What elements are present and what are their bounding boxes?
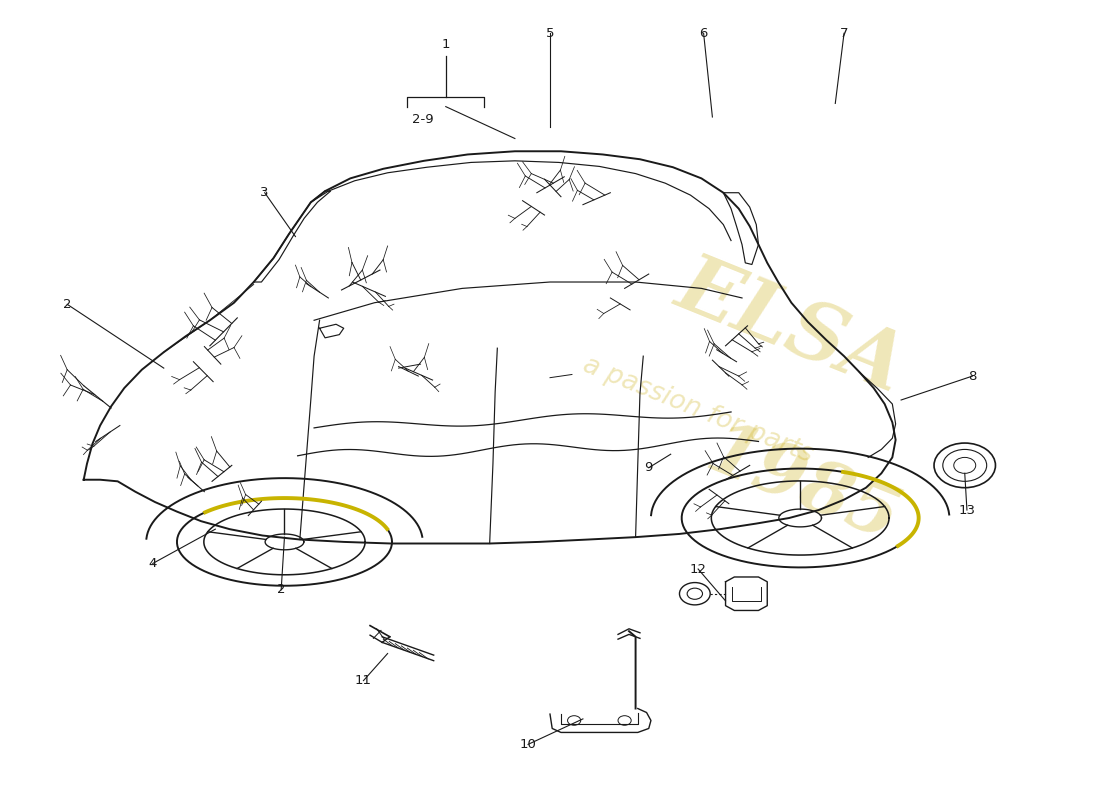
Text: 2: 2 <box>277 583 285 596</box>
Text: 1985: 1985 <box>696 415 909 557</box>
Text: a passion for parts: a passion for parts <box>580 351 817 468</box>
Text: 3: 3 <box>261 186 270 199</box>
Text: 2-9: 2-9 <box>411 113 433 126</box>
Text: 9: 9 <box>645 462 653 474</box>
Text: 6: 6 <box>700 26 707 40</box>
Text: 10: 10 <box>519 738 537 751</box>
Text: ELSA: ELSA <box>667 246 916 407</box>
Text: 1: 1 <box>441 38 450 51</box>
Text: 4: 4 <box>148 557 157 570</box>
Text: 8: 8 <box>968 370 977 382</box>
Text: 12: 12 <box>690 562 706 575</box>
Text: 5: 5 <box>546 26 554 40</box>
Text: 2: 2 <box>63 298 72 311</box>
Text: 11: 11 <box>355 674 372 687</box>
Text: 7: 7 <box>839 26 848 40</box>
Text: 13: 13 <box>958 503 976 517</box>
